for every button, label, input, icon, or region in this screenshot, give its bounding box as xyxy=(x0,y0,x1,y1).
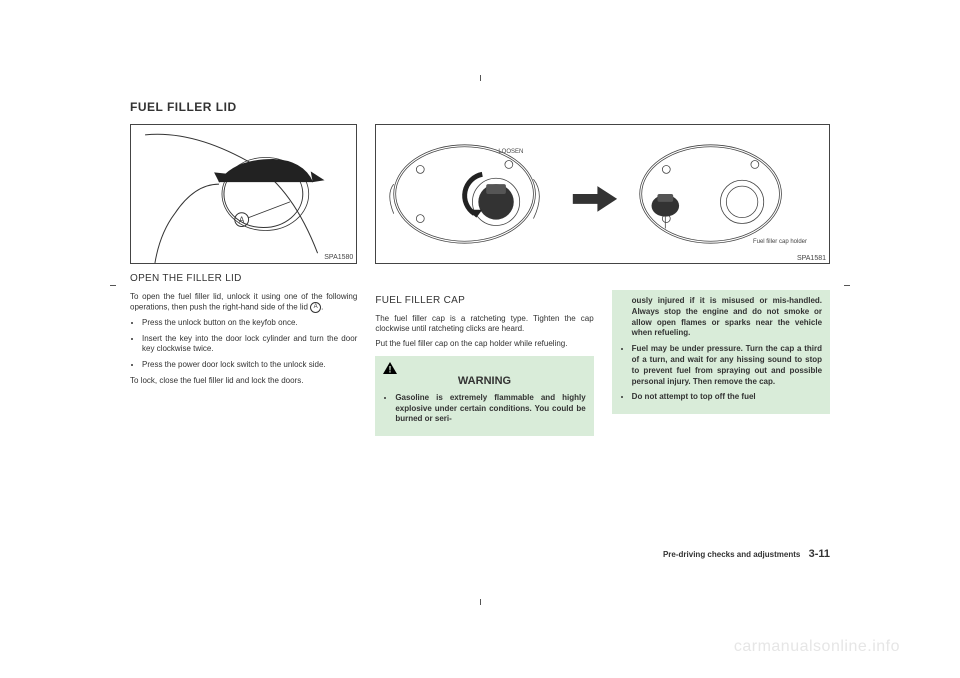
warning-box-left: ! WARNING Gasoline is extremely flammabl… xyxy=(375,356,593,436)
columns-2-3: LOOSEN Fuel filler cap holder SPA1581 FU… xyxy=(375,124,830,534)
loosen-label: LOOSEN xyxy=(498,149,523,155)
warning-header: ! WARNING xyxy=(383,362,585,389)
figure-fuel-cap: LOOSEN Fuel filler cap holder SPA1581 xyxy=(375,124,830,264)
warning-list-right: Fuel may be under pressure. Turn the cap… xyxy=(620,344,822,403)
page: FUEL FILLER LID A SPA1580 OPE xyxy=(130,100,830,560)
figure-label: SPA1580 xyxy=(324,253,353,262)
open-lid-bullets: Press the unlock button on the keyfob on… xyxy=(130,318,357,371)
warning-item: Gasoline is extremely flammable and high… xyxy=(395,393,585,425)
svg-text:!: ! xyxy=(389,364,392,374)
column-1: A SPA1580 OPEN THE FILLER LID To open th… xyxy=(130,124,357,534)
open-lid-intro: To open the fuel filler lid, unlock it u… xyxy=(130,292,357,314)
warning-cont-text: ously injured if it is misused or mis-ha… xyxy=(632,296,822,337)
crop-mark xyxy=(110,285,116,286)
fuel-cap-p2: Put the fuel filler cap on the cap holde… xyxy=(375,339,593,350)
lid-illustration: A xyxy=(131,125,356,263)
bullet: Press the unlock button on the keyfob on… xyxy=(142,318,357,329)
watermark: carmanualsonline.info xyxy=(734,638,900,656)
crop-mark xyxy=(480,599,481,605)
warning-item: Do not attempt to top off the fuel xyxy=(632,392,822,403)
page-footer: Pre-driving checks and adjustments 3-11 xyxy=(663,548,830,560)
crop-mark xyxy=(844,285,850,286)
page-number: 3-11 xyxy=(809,548,830,560)
crop-mark xyxy=(480,75,481,81)
fuel-cap-p1: The fuel filler cap is a ratcheting type… xyxy=(375,314,593,336)
warning-item: Fuel may be under pressure. Turn the cap… xyxy=(632,344,822,387)
bullet: Insert the key into the door lock cylind… xyxy=(142,334,357,356)
footer-text: Pre-driving checks and adjustments xyxy=(663,550,800,559)
warning-continuation: ously injured if it is misused or mis-ha… xyxy=(620,296,822,339)
columns-2-3-row: FUEL FILLER CAP The fuel filler cap is a… xyxy=(375,290,830,534)
section-title: FUEL FILLER LID xyxy=(130,100,830,114)
warning-title: WARNING xyxy=(458,375,511,387)
figure-open-lid: A SPA1580 xyxy=(130,124,357,264)
warning-list-left: Gasoline is extremely flammable and high… xyxy=(383,393,585,425)
content-columns: A SPA1580 OPEN THE FILLER LID To open th… xyxy=(130,124,830,534)
column-3: ously injured if it is misused or mis-ha… xyxy=(612,290,830,534)
open-lid-outro: To lock, close the fuel filler lid and l… xyxy=(130,376,357,387)
figure-label: SPA1581 xyxy=(797,255,826,262)
intro-text-b: . xyxy=(321,303,323,312)
fuel-cap-title: FUEL FILLER CAP xyxy=(375,294,593,308)
open-lid-title: OPEN THE FILLER LID xyxy=(130,272,357,286)
column-2: FUEL FILLER CAP The fuel filler cap is a… xyxy=(375,290,593,534)
marker-a: A xyxy=(310,302,321,313)
svg-text:A: A xyxy=(239,216,245,225)
bullet: Press the power door lock switch to the … xyxy=(142,360,357,371)
warning-box-right: ously injured if it is misused or mis-ha… xyxy=(612,290,830,414)
holder-label: Fuel filler cap holder xyxy=(753,239,807,245)
warning-icon: ! xyxy=(383,362,397,374)
